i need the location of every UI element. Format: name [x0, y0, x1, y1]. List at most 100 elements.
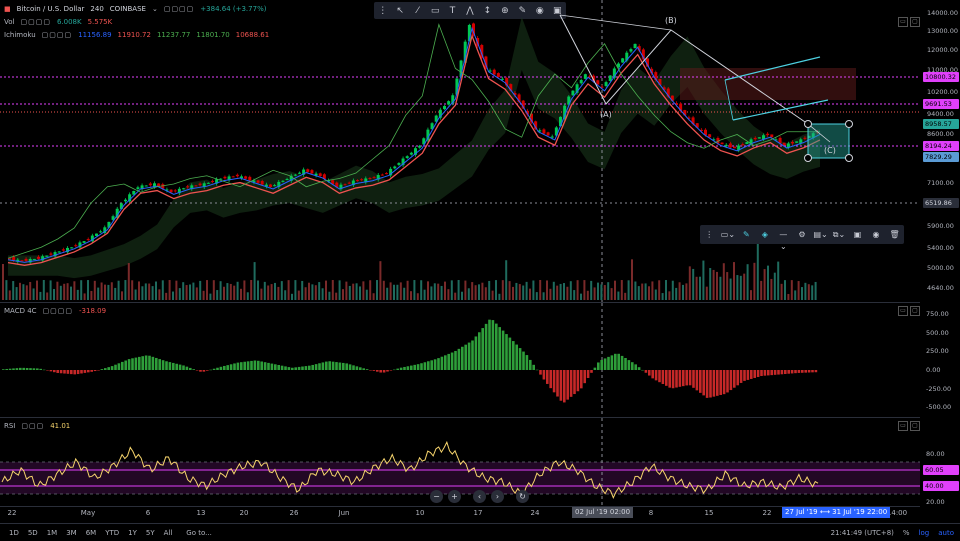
price-level-tag[interactable]: 8194.24	[923, 141, 959, 151]
rsi-level-tag[interactable]: 60.05	[923, 464, 959, 475]
macd-bar	[382, 370, 386, 373]
exchange-label[interactable]: COINBASE	[109, 5, 146, 13]
candle-body	[182, 188, 185, 190]
indicator-controls[interactable]: ▢▢▢	[21, 422, 45, 430]
zoom-out-button[interactable]: −	[430, 490, 443, 503]
interval-label[interactable]: 240	[90, 5, 104, 13]
volume-bar	[607, 282, 610, 300]
percent-toggle[interactable]: %	[902, 528, 910, 537]
pane-collapse-button[interactable]: ▭	[898, 306, 908, 316]
pane-collapse-button[interactable]: ▭	[898, 17, 908, 27]
time-label: Jun	[338, 509, 350, 517]
macd-bar	[399, 367, 403, 370]
visibility-icon[interactable]: ◉	[872, 229, 880, 239]
price-level-tag[interactable]: 7829.29	[923, 152, 959, 162]
candle-body	[128, 194, 132, 202]
fill-color-icon[interactable]: ◈	[761, 229, 768, 239]
pattern-label-b[interactable]: (B)	[665, 16, 677, 25]
lock-icon[interactable]: ▣	[853, 229, 862, 239]
trendline-icon[interactable]: ⁄	[416, 5, 419, 16]
zoom-in-button[interactable]: +	[448, 490, 461, 503]
candle-body	[534, 121, 538, 130]
volume-bar	[427, 281, 429, 300]
pane-divider[interactable]	[0, 417, 920, 418]
chart-type-icon[interactable]: ▤⌄	[813, 229, 828, 239]
indicator-controls[interactable]: ▢▢▢▢	[41, 31, 73, 39]
rsi-label[interactable]: RSI	[4, 422, 16, 430]
price-level-tag[interactable]: 6519.86	[923, 198, 959, 208]
ichimoku-label[interactable]: Ichimoku	[4, 31, 36, 39]
pane-maximize-button[interactable]: ▢	[910, 306, 920, 316]
goto-button[interactable]: Go to...	[186, 528, 212, 537]
rsi-level-tag[interactable]: 40.00	[923, 481, 959, 491]
clock-label[interactable]: 21:41:49 (UTC+8)	[830, 528, 894, 537]
volume-bar	[80, 280, 83, 300]
settings-icon[interactable]: ⚙	[798, 229, 806, 239]
eye-icon[interactable]: ◉	[535, 5, 544, 16]
rectangle-icon[interactable]: ▭	[430, 5, 440, 16]
range-all[interactable]: All	[163, 528, 173, 537]
brush-icon[interactable]: ✎	[518, 5, 527, 16]
macd-bar	[104, 368, 107, 370]
pane-maximize-button[interactable]: ▢	[910, 421, 920, 431]
delete-icon[interactable]: 🗑	[889, 229, 900, 239]
ichimoku-cloud	[8, 16, 820, 279]
grid-icon[interactable]: ⋮	[378, 5, 388, 16]
pane-collapse-button[interactable]: ▭	[898, 421, 908, 431]
volume-bar	[780, 283, 783, 300]
price-level-tag[interactable]: 8958.57	[923, 119, 959, 129]
indicator-controls[interactable]: ▢▢▢▢	[42, 307, 74, 315]
scroll-right-button[interactable]: ›	[491, 490, 504, 503]
volume-bar	[216, 290, 219, 300]
range-1y[interactable]: 1Y	[128, 528, 137, 537]
drag-handle-icon[interactable]: ⋮	[705, 229, 714, 239]
lock-icon[interactable]: ▣	[552, 5, 562, 16]
auto-toggle[interactable]: auto	[938, 528, 954, 537]
clone-icon[interactable]: ⧉⌄	[832, 229, 846, 239]
reset-button[interactable]: ↻	[516, 490, 529, 503]
volume-bar	[420, 280, 423, 300]
text-icon[interactable]: T	[449, 5, 456, 16]
price-level-tag[interactable]: 10800.32	[923, 72, 959, 82]
pattern-icon[interactable]: ⋀	[466, 5, 474, 16]
zoom-icon[interactable]: ⊕	[501, 5, 509, 16]
template-icon[interactable]: ▭⌄	[720, 229, 736, 239]
pane-divider[interactable]	[0, 302, 920, 303]
macd-bar	[665, 370, 668, 386]
range-5d[interactable]: 5D	[27, 528, 38, 537]
time-axis[interactable]: 22 May 6 13 20 26 Jun 10 17 24 8 15 22 1…	[0, 506, 920, 520]
pattern-label-c[interactable]: (C)	[824, 146, 836, 155]
candle-body	[368, 178, 372, 180]
line-style-icon[interactable]: —⌄	[779, 229, 788, 251]
range-ytd[interactable]: YTD	[105, 528, 120, 537]
macd-chart[interactable]	[0, 303, 920, 417]
range-1d[interactable]: 1D	[9, 528, 19, 537]
range-1m[interactable]: 1M	[46, 528, 58, 537]
pane-maximize-button[interactable]: ▢	[910, 17, 920, 27]
scroll-left-button[interactable]: ‹	[473, 490, 486, 503]
log-toggle[interactable]: log	[918, 528, 930, 537]
pattern-label-a[interactable]: (A)	[600, 110, 612, 119]
price-chart[interactable]	[0, 0, 920, 302]
price-level-tag[interactable]: 9691.53	[923, 99, 959, 109]
rsi-chart[interactable]	[0, 418, 920, 506]
volume-bar	[508, 281, 511, 300]
price-axis[interactable]: 14000.00 13000.00 12000.00 11000.00 10200.00…	[920, 0, 960, 302]
range-5y[interactable]: 5Y	[145, 528, 155, 537]
macd-label[interactable]: MACD 4C	[4, 307, 37, 315]
line-color-icon[interactable]: ✎	[742, 229, 750, 239]
measure-icon[interactable]: ↕	[483, 5, 492, 16]
vol-label[interactable]: Vol	[4, 18, 15, 26]
range-3m[interactable]: 3M	[66, 528, 77, 537]
indicator-controls[interactable]: ▢▢▢▢	[20, 18, 51, 26]
ichimoku-value-4: 11801.70	[196, 31, 230, 39]
symbol-title[interactable]: Bitcoin / U.S. Dollar	[16, 5, 85, 13]
chevron-down-icon[interactable]: ⌄	[151, 5, 158, 13]
range-6m[interactable]: 6M	[85, 528, 97, 537]
macd-axis[interactable]: 750.00 500.00 250.00 0.00 -250.00 -500.00	[920, 303, 960, 417]
cursor-icon[interactable]: ↖	[396, 5, 404, 16]
series-controls[interactable]: ▢▢▢▢	[163, 5, 195, 13]
volume-bar	[209, 293, 212, 300]
time-label: 14:00	[886, 509, 908, 517]
